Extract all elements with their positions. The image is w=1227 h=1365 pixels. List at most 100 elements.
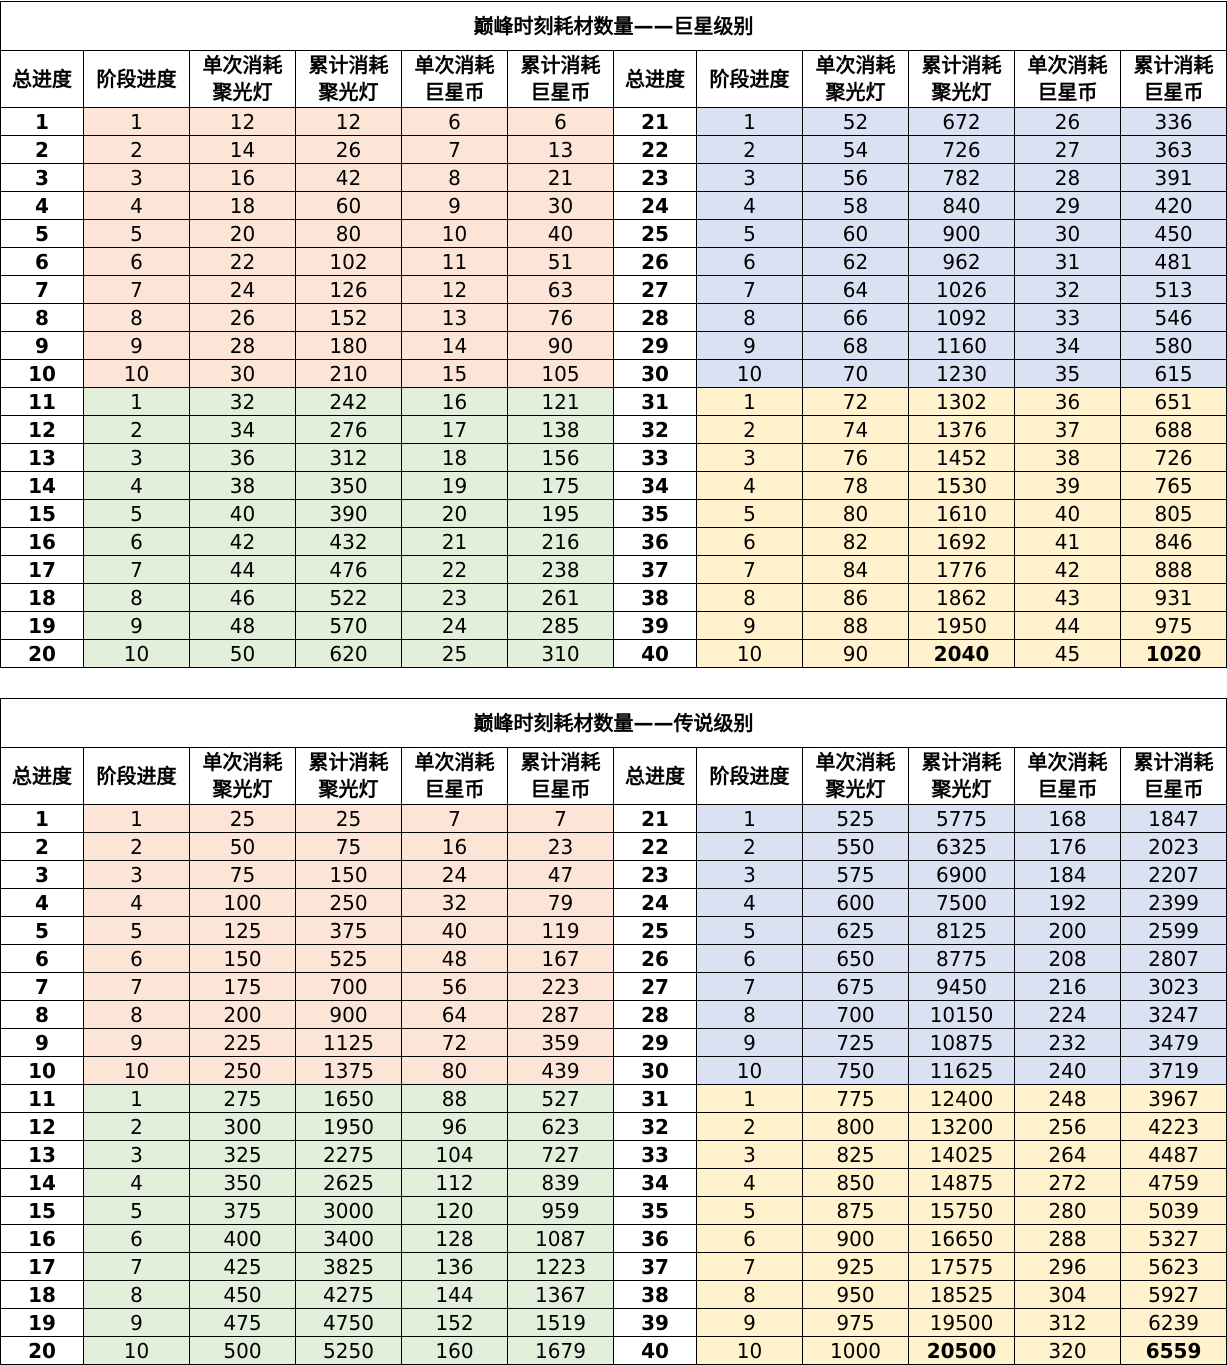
table-cell: 3825 (295, 1252, 402, 1281)
table-cell: 1 (83, 107, 190, 136)
table-cell: 30 (1014, 219, 1121, 248)
table-cell: 42 (295, 163, 402, 192)
table-cell: 28 (189, 331, 296, 360)
table-row: 8 8 200 900 64 287 28 8 700 10150 224 3247 (0, 1000, 1227, 1029)
table-cell: 4275 (295, 1280, 402, 1309)
table-cell: 64 (401, 1000, 508, 1029)
table-cell: 25 (295, 804, 402, 833)
table-cell: 3 (83, 163, 190, 192)
table-cell: 726 (908, 135, 1015, 164)
table-cell: 14875 (908, 1168, 1015, 1197)
table-cell: 9 (696, 1308, 803, 1337)
progress-total-cell: 10 (0, 359, 84, 388)
table-cell: 1776 (908, 555, 1015, 584)
table-cell: 176 (1014, 832, 1121, 861)
table-cell: 2 (83, 832, 190, 861)
table-cell: 875 (802, 1196, 909, 1225)
table-cell: 10 (83, 1056, 190, 1085)
table-cell: 4 (83, 888, 190, 917)
table-legend: 巅峰时刻耗材数量——传说级别 总进度 阶段进度 单次消耗 聚光灯 累计消耗 聚光灯 单次消耗巨… (0, 698, 1227, 1365)
table-cell: 2399 (1119, 888, 1227, 917)
table-cell: 96 (401, 1112, 508, 1141)
table-cell: 6 (83, 527, 190, 556)
table-cell: 1 (696, 107, 803, 136)
table-cell: 765 (1119, 471, 1227, 500)
table-row: 8 8 26 152 13 76 28 8 66 1092 33 546 (0, 303, 1227, 332)
table-cell: 10 (696, 639, 803, 668)
table-cell: 900 (908, 219, 1015, 248)
progress-total-cell: 14 (0, 1168, 84, 1197)
table-cell: 525 (295, 944, 402, 973)
table-cell: 1302 (908, 387, 1015, 416)
table-cell: 5039 (1119, 1196, 1227, 1225)
table-row: 20 10 50 620 25 310 40 10 90 2040 45 1020 (0, 639, 1227, 668)
table-cell: 120 (401, 1196, 508, 1225)
table-cell: 4 (83, 191, 190, 220)
table-cell: 200 (1014, 916, 1121, 945)
progress-total-cell: 14 (0, 471, 84, 500)
table-cell: 1950 (295, 1112, 402, 1141)
table-cell: 336 (1119, 107, 1227, 136)
table-cell: 7 (696, 972, 803, 1001)
table-cell: 248 (1014, 1084, 1121, 1113)
table-cell: 580 (1119, 331, 1227, 360)
table-cell: 6 (83, 247, 190, 276)
progress-total-cell: 26 (613, 944, 697, 973)
progress-total-cell: 1 (0, 107, 84, 136)
progress-total-cell: 26 (613, 247, 697, 276)
table-cell: 1679 (507, 1336, 614, 1365)
table-cell: 58 (802, 191, 909, 220)
progress-total-cell: 16 (0, 527, 84, 556)
table-cell: 136 (401, 1252, 508, 1281)
table-cell: 19500 (908, 1308, 1015, 1337)
progress-total-cell: 13 (0, 443, 84, 472)
table-row: 20 10 500 5250 160 1679 40 10 1000 20500 320 6559 (0, 1336, 1227, 1365)
table-row: 17 7 425 3825 136 1223 37 7 925 17575 296 5623 (0, 1252, 1227, 1281)
table-cell: 3 (696, 1140, 803, 1169)
table-cell: 3719 (1119, 1056, 1227, 1085)
progress-total-cell: 8 (0, 303, 84, 332)
table-cell: 782 (908, 163, 1015, 192)
table-cell: 6 (401, 107, 508, 136)
table-cell: 4 (696, 1168, 803, 1197)
table-cell: 6 (696, 944, 803, 973)
table-cell: 3 (696, 443, 803, 472)
progress-total-cell: 6 (0, 944, 84, 973)
progress-total-cell: 31 (613, 387, 697, 416)
table-cell: 2023 (1119, 832, 1227, 861)
progress-total-cell: 21 (613, 107, 697, 136)
table-cell: 17575 (908, 1252, 1015, 1281)
table-cell: 350 (189, 1168, 296, 1197)
progress-total-cell: 22 (613, 135, 697, 164)
table-cell: 2 (83, 415, 190, 444)
table-cell: 4759 (1119, 1168, 1227, 1197)
table-row: 19 9 475 4750 152 1519 39 9 975 19500 312 6239 (0, 1308, 1227, 1337)
column-header: 单次消耗 巨星币 (1014, 747, 1121, 805)
table-cell: 9 (696, 1028, 803, 1057)
table-row: 5 5 20 80 10 40 25 5 60 900 30 450 (0, 219, 1227, 248)
table-cell: 26 (189, 303, 296, 332)
table-cell: 2 (83, 135, 190, 164)
table-cell: 31 (1014, 247, 1121, 276)
table-cell: 325 (189, 1140, 296, 1169)
table-cell: 30 (189, 359, 296, 388)
table-cell: 285 (507, 611, 614, 640)
table-cell: 6 (507, 107, 614, 136)
table-cell: 3 (83, 860, 190, 889)
table-cell: 17 (401, 415, 508, 444)
progress-total-cell: 37 (613, 555, 697, 584)
table-cell: 10 (401, 219, 508, 248)
table-row: 11 1 32 242 16 121 31 1 72 1302 36 651 (0, 387, 1227, 416)
table-cell: 168 (1014, 804, 1121, 833)
table-cell: 9 (696, 331, 803, 360)
table-cell: 1519 (507, 1308, 614, 1337)
table-cell: 225 (189, 1028, 296, 1057)
table-cell: 10150 (908, 1000, 1015, 1029)
table-cell: 288 (1014, 1224, 1121, 1253)
table-cell: 3400 (295, 1224, 402, 1253)
data-table: 巅峰时刻耗材数量——传说级别 总进度 阶段进度 单次消耗 聚光灯 累计消耗 聚光灯 单次消耗巨… (0, 698, 1227, 1365)
progress-total-cell: 29 (613, 331, 697, 360)
progress-total-cell: 17 (0, 1252, 84, 1281)
table-cell: 6239 (1119, 1308, 1227, 1337)
table-row: 16 6 42 432 21 216 36 6 82 1692 41 846 (0, 527, 1227, 556)
